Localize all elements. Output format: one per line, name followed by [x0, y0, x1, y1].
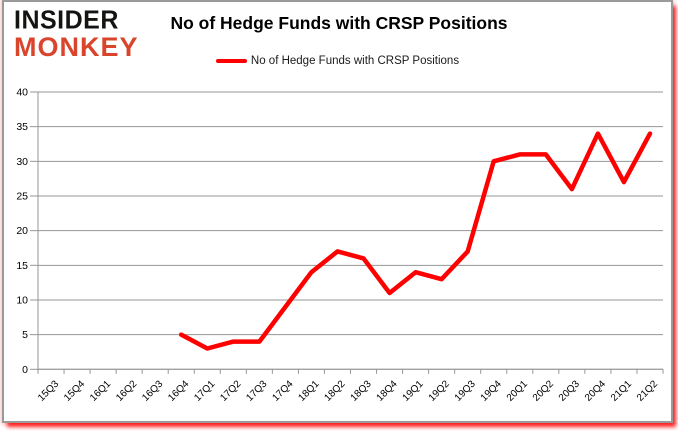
y-axis-label-5: 5	[22, 329, 28, 341]
y-axis-label-0: 0	[22, 364, 28, 376]
x-axis-label-20Q4: 20Q4	[583, 378, 608, 403]
logo-line-monkey: MONKEY	[14, 32, 139, 62]
x-axis-label-19Q2: 19Q2	[427, 378, 452, 403]
legend-label: No of Hedge Funds with CRSP Positions	[250, 55, 460, 67]
x-axis-label-17Q3: 17Q3	[244, 378, 269, 403]
y-axis-label-10: 10	[16, 294, 28, 306]
x-axis-label-19Q4: 19Q4	[479, 378, 504, 403]
x-axis-label-19Q3: 19Q3	[453, 378, 478, 403]
x-axis-label-20Q1: 20Q1	[505, 378, 530, 403]
chart-legend: No of Hedge Funds with CRSP Positions	[4, 55, 671, 67]
x-axis-label-18Q3: 18Q3	[349, 378, 374, 403]
y-axis-label-35: 35	[16, 121, 28, 133]
x-axis-label-17Q1: 17Q1	[192, 378, 217, 403]
x-axis-label-16Q3: 16Q3	[140, 378, 165, 403]
series-line-hedge-funds	[178, 131, 653, 351]
y-axis-label-30: 30	[16, 156, 28, 168]
line-chart-plot-area: 0 5 10 15 20 25 30 35 40 15Q3 15Q4 16Q1 16Q2 16Q3 16Q4…	[16, 87, 664, 404]
x-axis-label-15Q4: 15Q4	[62, 378, 87, 403]
chart-frame: INSIDER MONKEY No of Hedge Funds with CR…	[2, 0, 673, 423]
y-axis-label-15: 15	[16, 260, 28, 272]
y-axis-label-25: 25	[16, 190, 28, 202]
y-axis-label-20: 20	[16, 225, 28, 237]
x-axis-label-21Q2: 21Q2	[635, 378, 660, 403]
logo-line-insider: INSIDER	[14, 5, 119, 35]
x-axis-label-20Q3: 20Q3	[557, 378, 582, 403]
legend-line-swatch	[215, 58, 247, 64]
x-axis-label-16Q1: 16Q1	[88, 378, 113, 403]
x-axis-label-18Q4: 18Q4	[375, 378, 400, 403]
x-axis-label-19Q1: 19Q1	[401, 378, 426, 403]
x-axis-label-17Q2: 17Q2	[218, 378, 243, 403]
chart-title: No of Hedge Funds with CRSP Positions	[170, 13, 508, 33]
x-axis-label-17Q4: 17Q4	[270, 378, 295, 403]
x-axis-label-16Q4: 16Q4	[166, 378, 191, 403]
insider-monkey-logo: INSIDER MONKEY	[14, 5, 139, 62]
x-axis-label-15Q3: 15Q3	[36, 378, 61, 403]
x-axis-label-21Q1: 21Q1	[609, 378, 634, 403]
x-axis-label-16Q2: 16Q2	[114, 378, 139, 403]
x-axis-label-18Q1: 18Q1	[296, 378, 321, 403]
y-axis-label-40: 40	[16, 87, 28, 99]
x-axis-label-20Q2: 20Q2	[531, 378, 556, 403]
x-axis-label-18Q2: 18Q2	[323, 378, 348, 403]
